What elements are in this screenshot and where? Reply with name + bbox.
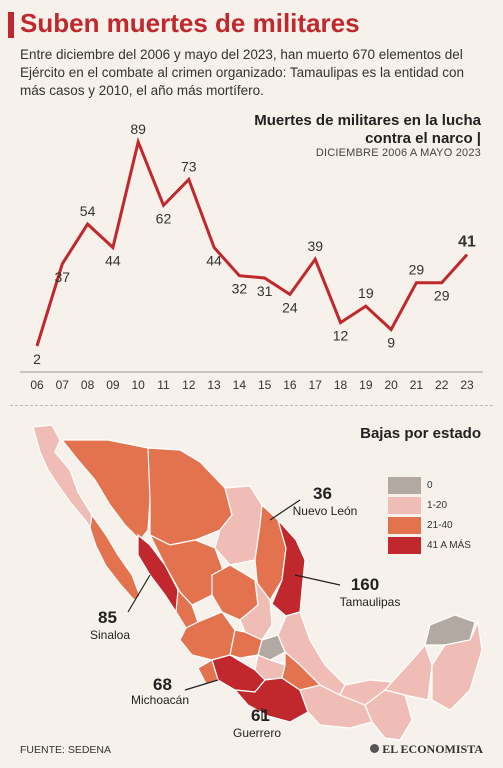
legend-label: 1-20: [427, 499, 448, 511]
x-tick-label: 08: [81, 378, 95, 392]
x-tick-label: 19: [359, 378, 373, 392]
state-coahuila: [214, 485, 263, 566]
state-value-sinaloa: 85: [98, 608, 117, 627]
legend-item: 0: [388, 475, 471, 495]
data-label: 62: [156, 210, 172, 226]
data-label: 41: [458, 234, 476, 251]
line-chart: 2 06 37 07 54 08 44 09 89 10 62 11 73 12 44 13 32 14 31 15 2…: [20, 121, 483, 392]
data-label: 24: [282, 299, 298, 315]
x-tick-label: 13: [207, 378, 221, 392]
data-label: 89: [130, 121, 146, 137]
data-label: 2: [33, 351, 41, 367]
x-tick-label: 12: [182, 378, 196, 392]
state-label-tamaulipas: Tamaulipas: [339, 595, 401, 609]
data-label: 12: [333, 328, 349, 344]
state-baja-california-sur: [89, 513, 141, 601]
logo-icon: [370, 744, 380, 753]
chart-subtitle: DICIEMBRE 2006 A MAYO 2023: [315, 147, 481, 159]
state-value-michoacan: 68: [153, 675, 172, 694]
state-campeche: [383, 643, 433, 701]
series-line: [35, 137, 469, 347]
x-tick-label: 23: [460, 378, 474, 392]
legend-swatch: [388, 496, 421, 514]
state-label-nuevo-leon: Nuevo León: [292, 504, 358, 518]
source-note: FUENTE: SEDENA: [20, 744, 112, 756]
x-tick-label: 11: [157, 378, 170, 392]
x-tick-label: 16: [283, 378, 297, 392]
legend-label: 41 A MÁS: [427, 539, 471, 551]
data-label: 9: [387, 335, 395, 351]
leader-line-tamaulipas: [294, 574, 341, 586]
leader-line-sinaloa: [127, 574, 151, 613]
map-title: Bajas por estado: [360, 425, 481, 442]
data-label: 73: [181, 159, 197, 175]
legend-label: 21-40: [427, 519, 453, 531]
x-tick-label: 09: [106, 378, 120, 392]
x-tick-label: 15: [258, 378, 272, 392]
x-tick-label: 17: [309, 378, 323, 392]
legend-item: 41 A MÁS: [388, 535, 471, 555]
legend-item: 21-40: [388, 515, 471, 535]
legend-swatch: [388, 476, 421, 494]
x-tick-label: 22: [435, 378, 449, 392]
state-label-guerrero: Guerrero: [232, 726, 282, 740]
data-label: 31: [257, 283, 273, 299]
data-label: 19: [358, 285, 374, 301]
legend-item: 1-20: [388, 495, 471, 515]
title-accent-bar: [8, 12, 14, 38]
state-value-nuevo-leon: 36: [313, 484, 332, 503]
legend-label: 0: [427, 479, 433, 491]
logo-text: EL ECONOMISTA: [382, 742, 483, 756]
leader-line-nuevo-leon: [269, 499, 301, 521]
x-tick-label: 07: [56, 378, 70, 392]
state-value-tamaulipas: 160: [350, 575, 380, 594]
x-tick-label: 14: [233, 378, 247, 392]
state-hidalgo: [257, 634, 286, 661]
data-label: 29: [409, 262, 425, 278]
legend-swatch: [388, 536, 421, 554]
state-label-sinaloa: Sinaloa: [89, 628, 131, 642]
state-value-guerrero: 61: [251, 706, 270, 725]
publisher-logo: EL ECONOMISTA: [370, 742, 483, 757]
intro-text: Entre diciembre del 2006 y mayo del 2023…: [20, 47, 465, 98]
state-label-michoacan: Michoacán: [130, 693, 190, 707]
state-sonora: [60, 439, 151, 541]
x-tick-label: 18: [334, 378, 348, 392]
x-tick-label: 21: [410, 378, 424, 392]
data-label: 32: [232, 281, 248, 297]
data-label: 37: [55, 269, 71, 285]
page-title: Suben muertes de militares: [20, 8, 360, 38]
data-label: 44: [206, 253, 222, 269]
data-label: 44: [105, 253, 121, 269]
x-tick-label: 06: [30, 378, 44, 392]
x-tick-label: 20: [384, 378, 398, 392]
section-divider: [10, 405, 493, 406]
legend-swatch: [388, 516, 421, 534]
leader-line-michoacan: [184, 679, 219, 691]
data-label: 29: [434, 288, 450, 304]
x-tick-label: 10: [131, 378, 145, 392]
chart-title: Muertes de militares en la lucha contra …: [254, 112, 481, 147]
data-label: 39: [307, 238, 323, 254]
state-quintana-roo: [431, 619, 483, 711]
data-label: 54: [80, 203, 96, 219]
map-legend: 0 1-20 21-40 41 A MÁS: [388, 475, 471, 555]
